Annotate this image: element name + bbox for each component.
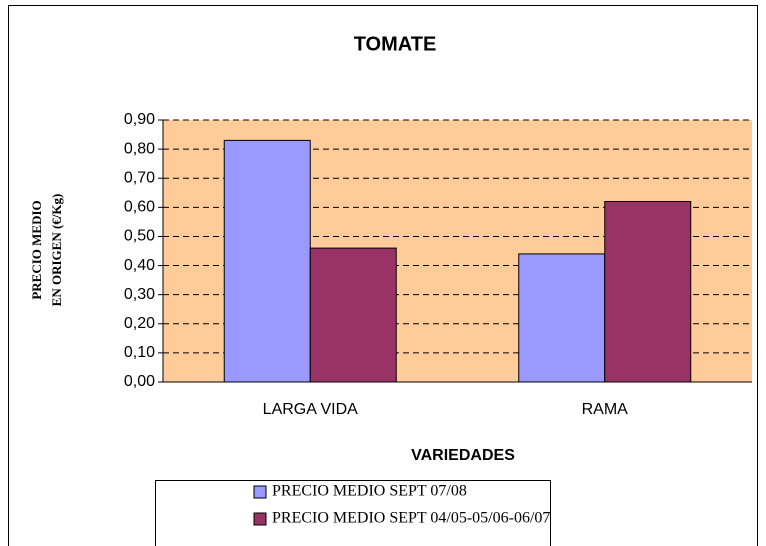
y-tick-label: 0,30 <box>124 286 155 303</box>
chart-title: TOMATE <box>354 33 437 55</box>
y-tick-label: 0,20 <box>124 315 155 332</box>
y-axis-title-line: EN ORIGEN (€/Kg) <box>49 194 64 307</box>
legend-swatch <box>253 512 267 526</box>
x-tick-label: LARGA VIDA <box>263 401 358 418</box>
bar <box>223 139 311 383</box>
y-axis-title: PRECIO MEDIO EN ORIGEN (€/Kg) <box>29 194 64 307</box>
y-tick-label: 0,90 <box>124 111 155 128</box>
bar <box>518 253 606 383</box>
x-axis-title: VARIEDADES <box>411 447 515 464</box>
y-tick-label: 0,00 <box>124 373 155 390</box>
y-tick-label: 0,10 <box>124 344 155 361</box>
x-tick-label: RAMA <box>582 401 629 418</box>
bar <box>309 247 397 383</box>
legend-swatch <box>253 485 267 499</box>
y-tick-label: 0,80 <box>124 140 155 157</box>
legend-label: PRECIO MEDIO SEPT 04/05-05/06-06/07 <box>272 510 550 527</box>
y-tick-label: 0,40 <box>124 257 155 274</box>
bar <box>604 201 692 383</box>
y-axis-title-line: PRECIO MEDIO <box>29 200 44 299</box>
y-tick-label: 0,70 <box>124 169 155 186</box>
y-tick-label: 0,60 <box>124 199 155 216</box>
y-tick-label: 0,50 <box>124 228 155 245</box>
legend <box>155 480 551 546</box>
legend-label: PRECIO MEDIO SEPT 07/08 <box>272 483 467 500</box>
